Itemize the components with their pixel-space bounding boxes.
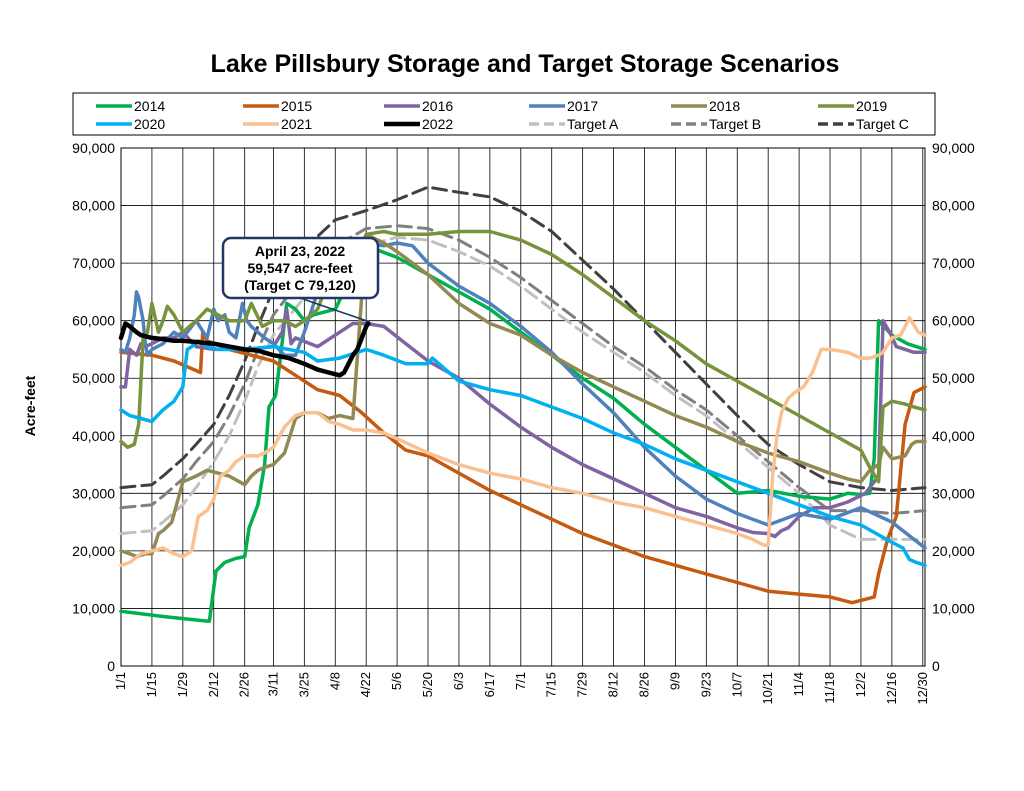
legend-label: 2016: [422, 98, 453, 114]
x-tick-label: 12/2: [853, 672, 868, 697]
legend-label: 2022: [422, 116, 453, 132]
legend-label: Target B: [709, 116, 761, 132]
y-tick-label-right: 60,000: [932, 313, 975, 329]
legend-label: 2017: [567, 98, 598, 114]
y-tick-label-right: 0: [932, 658, 940, 674]
y-tick-label-left: 30,000: [72, 485, 115, 501]
x-tick-label: 10/21: [760, 672, 775, 705]
x-tick-label: 4/22: [358, 672, 373, 697]
series-line-target-b: [119, 224, 927, 515]
x-tick-label: 4/8: [327, 672, 342, 690]
x-tick-label: 1/15: [144, 672, 159, 697]
legend-box: [72, 92, 936, 136]
y-tick-label-right: 30,000: [932, 485, 975, 501]
x-tick-label: 2/26: [237, 672, 252, 697]
annotation-box: [221, 236, 380, 300]
y-axis-left: 0 10,000 20,000 30,000 40,000 50,000 60,000 70,…: [72, 140, 115, 674]
annotation-line-1: April 23, 2022: [255, 243, 345, 259]
legend-label: 2021: [281, 116, 312, 132]
annotation-callout: April 23, 2022 59,547 acre-feet (Target …: [221, 236, 380, 323]
y-tick-label-left: 80,000: [72, 198, 115, 214]
x-tick-label: 8/12: [606, 672, 621, 697]
y-axis-right: 0 10,000 20,000 30,000 40,000 50,000 60,000 70,…: [932, 140, 975, 674]
y-tick-label-left: 60,000: [72, 313, 115, 329]
x-tick-label: 11/18: [822, 672, 837, 704]
x-tick-label: 7/29: [575, 672, 590, 697]
y-tick-label-right: 80,000: [932, 198, 975, 214]
chart-title: Lake Pillsbury Storage and Target Storag…: [211, 50, 840, 78]
x-tick-label: 6/17: [482, 672, 497, 697]
y-tick-label-right: 90,000: [932, 140, 975, 156]
x-tick-label: 2/12: [206, 672, 221, 697]
y-tick-label-left: 90,000: [72, 140, 115, 156]
annotation-line-3: (Target C 79,120): [244, 277, 356, 293]
x-axis: 1/1 1/15 1/29 2/12 2/26 3/11 3/25 4/8 4/22 5/6 5/2…: [113, 672, 930, 705]
x-tick-label: 8/26: [636, 672, 651, 697]
y-tick-label-left: 20,000: [72, 543, 115, 559]
y-tick-label-left: 0: [107, 658, 115, 674]
y-tick-label-left: 40,000: [72, 428, 115, 444]
series-line-2020: [119, 339, 927, 568]
x-tick-label: 3/11: [265, 672, 280, 696]
x-tick-label: 3/25: [296, 672, 311, 697]
grid: [120, 147, 925, 667]
annotation-pointer: [299, 297, 371, 323]
x-tick-label: 12/16: [884, 672, 899, 705]
y-tick-label-left: 10,000: [72, 600, 115, 616]
series-line-target-c: [119, 185, 927, 492]
series-line-2021: [119, 316, 927, 568]
x-tick-label: 5/20: [420, 672, 435, 697]
y-tick-label-left: 70,000: [72, 255, 115, 271]
x-tick-label: 11/4: [791, 672, 806, 696]
y-tick-label-right: 20,000: [932, 543, 975, 559]
x-tick-label: 7/1: [513, 672, 528, 690]
legend-label: 2019: [856, 98, 887, 114]
x-tick-label: 9/23: [698, 672, 713, 697]
x-tick-label: 1/1: [113, 672, 128, 690]
series-line-target-a: [119, 235, 927, 541]
x-tick-label: 6/3: [451, 672, 466, 690]
legend: 2014 2015 2016 2017 2018 2019 2020 2021 2022 Targ…: [72, 92, 936, 136]
plot-frame: [120, 147, 926, 667]
x-tick-label: 1/29: [175, 672, 190, 697]
x-tick-label: 9/9: [667, 672, 682, 690]
y-tick-label-right: 40,000: [932, 428, 975, 444]
x-tick-label: 7/15: [544, 672, 559, 697]
legend-label: Target A: [567, 116, 619, 132]
legend-label: 2015: [281, 98, 312, 114]
y-axis-label: Acre-feet: [22, 375, 38, 436]
annotation-line-2: 59,547 acre-feet: [247, 260, 352, 276]
x-tick-label: 10/7: [729, 672, 744, 697]
y-tick-label-right: 10,000: [932, 600, 975, 616]
y-tick-label-right: 70,000: [932, 255, 975, 271]
legend-label: 2020: [134, 116, 165, 132]
y-tick-label-right: 50,000: [932, 370, 975, 386]
x-tick-label: 12/30: [915, 672, 930, 705]
legend-label: 2018: [709, 98, 740, 114]
plot-area: [120, 147, 926, 667]
legend-label: Target C: [856, 116, 909, 132]
series-line-2022: [118, 321, 371, 378]
y-tick-label-left: 50,000: [72, 370, 115, 386]
x-tick-label: 5/6: [389, 672, 404, 690]
legend-label: 2014: [134, 98, 165, 114]
